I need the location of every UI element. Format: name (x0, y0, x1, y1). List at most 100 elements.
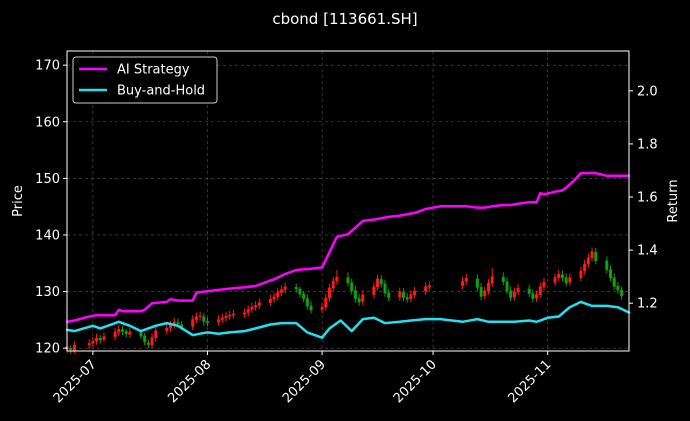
candle-body (87, 343, 91, 346)
candle-body (146, 342, 150, 345)
y-axis-left-label: Price (11, 185, 26, 217)
candle-body (560, 274, 564, 278)
candle-body (113, 331, 117, 337)
candle-body (401, 292, 405, 298)
y-left-tick-label: 150 (35, 172, 60, 187)
candle-body (346, 277, 350, 284)
candle-body (283, 286, 287, 290)
candle-body (302, 293, 306, 299)
candle-body (372, 286, 376, 295)
y-left-tick-label: 120 (35, 342, 60, 357)
candle-body (516, 288, 520, 293)
candle-body (538, 286, 542, 295)
candle-body (353, 290, 357, 299)
candle-body (172, 321, 176, 326)
candle-body (568, 277, 572, 283)
chart-title: cbond [113661.SH] (272, 10, 417, 28)
candle-body (72, 344, 76, 351)
y-left-tick-label: 160 (35, 115, 60, 130)
candle-body (583, 263, 587, 272)
legend-label-ai-strategy: AI Strategy (117, 63, 190, 78)
candle-body (250, 306, 254, 310)
candle-body (483, 290, 487, 297)
candle-body (461, 280, 465, 286)
candle-body (242, 312, 246, 315)
candle-body (294, 287, 298, 290)
candle-body (169, 324, 173, 329)
candle-body (579, 270, 583, 278)
y-left-tick-label: 140 (35, 228, 60, 243)
candle-body (217, 319, 221, 323)
candle-body (276, 292, 280, 298)
candle-body (553, 277, 557, 283)
candle-body (512, 291, 516, 298)
candle-body (143, 335, 147, 342)
candle-body (320, 306, 324, 310)
y-axis-right: 1.2 1.4 1.6 1.8 2.0 (629, 84, 658, 312)
candle-body (328, 287, 332, 299)
candle-body (594, 251, 598, 261)
candle-body (154, 330, 158, 338)
candle-body (257, 302, 261, 306)
candle-body (224, 315, 228, 319)
y-left-tick-label: 130 (35, 285, 60, 300)
candle-body (331, 280, 335, 289)
candle-body (427, 285, 431, 288)
candle-body (542, 281, 546, 288)
candle-body (102, 336, 106, 340)
candle-body (487, 283, 490, 291)
candle-body (490, 276, 494, 284)
candle-body (387, 292, 391, 298)
candle-body (246, 309, 250, 314)
candle-body (505, 281, 509, 291)
candle-body (413, 291, 417, 295)
candle-body (228, 314, 232, 317)
candle-body (117, 328, 121, 333)
candle-body (206, 321, 209, 323)
candle-body (620, 289, 624, 297)
candle-body (69, 348, 73, 350)
candle-body (527, 288, 531, 294)
candle-body (475, 278, 479, 288)
candle-body (128, 331, 132, 335)
candle-body (194, 316, 198, 320)
candle-body (361, 294, 365, 302)
candle-body (279, 289, 283, 293)
y-right-tick-label: 1.2 (637, 297, 658, 312)
candle-body (609, 269, 613, 278)
y-right-tick-label: 1.6 (637, 191, 658, 206)
candle-body (335, 276, 339, 282)
candle-body (376, 278, 380, 288)
y-axis-left: 120 130 140 150 160 170 (35, 59, 67, 357)
candle-body (202, 316, 206, 322)
line-series (65, 171, 631, 339)
plot-frame (66, 50, 630, 352)
series-line-buy-and-hold (65, 300, 631, 339)
candle-body (531, 293, 535, 299)
candle-body (509, 290, 513, 298)
legend-box (72, 56, 218, 104)
candle-body (254, 305, 258, 308)
candle-body (305, 298, 309, 307)
candle-body (409, 294, 413, 299)
candle-body (180, 324, 184, 328)
candle-body (139, 332, 143, 337)
candle-body (564, 277, 568, 284)
candle-body (198, 315, 202, 318)
y-right-tick-label: 2.0 (637, 84, 658, 99)
candle-body (501, 276, 505, 282)
candlestick-series (65, 247, 624, 354)
candle-body (350, 282, 354, 291)
candle-body (616, 285, 620, 291)
legend-label-buy-and-hold: Buy-and-Hold (117, 84, 205, 99)
candle-body (535, 294, 539, 299)
candle-body (398, 291, 402, 298)
candle-body (231, 313, 235, 316)
y-left-tick-label: 170 (35, 59, 60, 74)
candle-body (150, 337, 154, 346)
candle-body (557, 274, 561, 278)
candle-body (464, 277, 468, 282)
candle-body (191, 319, 195, 327)
candle-body (91, 340, 95, 344)
